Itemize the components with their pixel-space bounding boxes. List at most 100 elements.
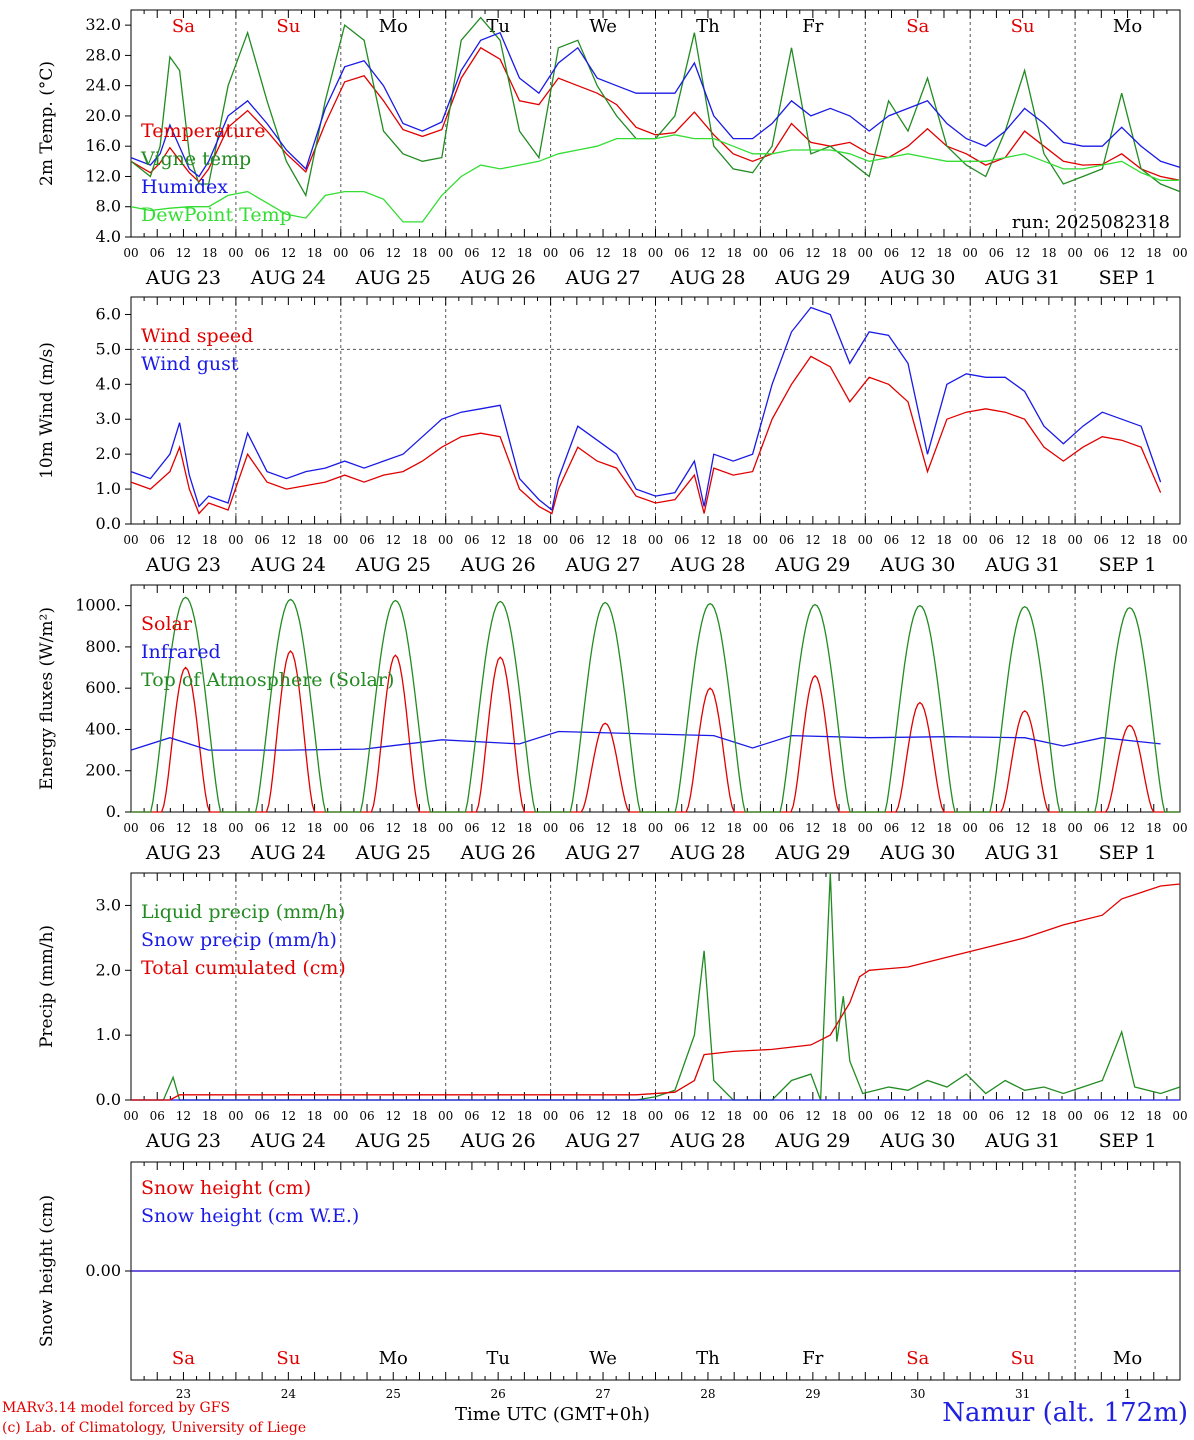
y-tick-label: 600.: [85, 678, 121, 697]
hour-label: 18: [307, 533, 322, 547]
legend-entry: Wind speed: [141, 325, 253, 347]
hour-label: 00: [123, 821, 138, 835]
y-tick-label: 3.0: [96, 895, 121, 914]
y-tick-label: 8.0: [96, 197, 121, 216]
hour-label: 18: [202, 533, 217, 547]
hour-label: 18: [1041, 821, 1056, 835]
model-credit-line2: (c) Lab. of Climatology, University of L…: [2, 1420, 307, 1436]
hour-label: 06: [464, 1109, 479, 1123]
hour-label: 18: [412, 821, 427, 835]
hour-label: 00: [543, 533, 558, 547]
hour-label: 18: [936, 533, 951, 547]
y-tick-label: 800.: [85, 637, 121, 656]
hour-label: 06: [464, 533, 479, 547]
hour-label: 00: [753, 1109, 768, 1123]
weekday-label: Su: [276, 1348, 300, 1369]
hour-label: 12: [281, 1109, 296, 1123]
hour-label: 00: [123, 1109, 138, 1123]
hour-label: 00: [648, 533, 663, 547]
legend-entry: Snow precip (mm/h): [141, 929, 337, 951]
hour-label: 00: [543, 1109, 558, 1123]
y-tick-label: 4.0: [96, 374, 121, 393]
hour-label: 12: [595, 533, 610, 547]
hour-label: 06: [674, 533, 689, 547]
date-label: AUG 24: [250, 842, 326, 864]
weekday-label: Su: [1011, 1348, 1035, 1369]
hour-label: 00: [438, 246, 453, 260]
series-line: [130, 31, 1181, 178]
weekday-label: We: [589, 1348, 617, 1369]
hour-label: 06: [254, 821, 269, 835]
hour-label: 12: [1015, 246, 1030, 260]
weekday-label: Sa: [906, 1348, 929, 1369]
weekday-label: Fr: [802, 1348, 823, 1369]
hour-label: 00: [123, 246, 138, 260]
hour-label: 06: [1094, 246, 1109, 260]
hour-label: 00: [333, 1109, 348, 1123]
hour-label: 06: [884, 1109, 899, 1123]
hour-label: 00: [1172, 533, 1187, 547]
date-label: AUG 28: [669, 1130, 745, 1152]
hour-label: 12: [281, 533, 296, 547]
series-line: [130, 46, 1181, 183]
day-number: 30: [910, 1387, 925, 1401]
hour-label: 00: [963, 246, 978, 260]
y-tick-label: 4.0: [96, 227, 121, 246]
hour-label: 12: [176, 1109, 191, 1123]
hour-label: 12: [386, 246, 401, 260]
hour-label: 00: [1172, 1109, 1187, 1123]
legend-entry: Infrared: [141, 641, 221, 663]
hour-label: 12: [595, 821, 610, 835]
hour-label: 18: [831, 821, 846, 835]
hour-label: 12: [595, 1109, 610, 1123]
weekday-label: Su: [276, 16, 300, 37]
date-label: AUG 28: [669, 554, 745, 576]
date-label: AUG 29: [774, 1130, 850, 1152]
hour-label: 06: [569, 1109, 584, 1123]
hour-label: 06: [989, 821, 1004, 835]
weekday-label: Mo: [1113, 1348, 1142, 1369]
date-label: AUG 31: [984, 267, 1060, 289]
date-label: AUG 31: [984, 1130, 1060, 1152]
hour-label: 06: [569, 246, 584, 260]
hour-label: 18: [1041, 246, 1056, 260]
hour-label: 00: [228, 533, 243, 547]
legend-entry: Total cumulated (cm): [141, 957, 346, 979]
hour-label: 06: [359, 246, 374, 260]
y-tick-label: 12.0: [85, 166, 121, 185]
model-credit-line1: MARv3.14 model forced by GFS: [2, 1400, 231, 1416]
hour-label: 00: [438, 533, 453, 547]
hour-label: 12: [281, 246, 296, 260]
hour-label: 18: [1146, 246, 1161, 260]
hour-label: 18: [622, 1109, 637, 1123]
date-label: SEP 1: [1099, 842, 1157, 864]
hour-label: 06: [989, 533, 1004, 547]
date-label: AUG 31: [984, 554, 1060, 576]
hour-label: 06: [359, 821, 374, 835]
hour-label: 06: [779, 533, 794, 547]
hour-label: 18: [727, 533, 742, 547]
y-axis-title: Snow height (cm): [37, 1195, 57, 1347]
date-label: AUG 29: [774, 554, 850, 576]
day-number: 26: [491, 1387, 506, 1401]
hour-label: 18: [307, 821, 322, 835]
series-line: [130, 306, 1162, 512]
hour-label: 00: [228, 246, 243, 260]
hour-label: 18: [936, 821, 951, 835]
legend-entry: DewPoint Temp: [141, 204, 292, 226]
hour-label: 00: [333, 246, 348, 260]
date-label: AUG 30: [879, 842, 955, 864]
date-label: SEP 1: [1099, 554, 1157, 576]
hour-label: 00: [1172, 821, 1187, 835]
day-number: 29: [805, 1387, 820, 1401]
y-tick-label: 0.00: [85, 1261, 121, 1280]
y-tick-label: 2.0: [96, 960, 121, 979]
hour-label: 18: [831, 1109, 846, 1123]
hour-label: 12: [910, 246, 925, 260]
hour-label: 06: [464, 821, 479, 835]
hour-label: 00: [963, 1109, 978, 1123]
hour-label: 18: [202, 1109, 217, 1123]
hour-label: 00: [123, 533, 138, 547]
hour-label: 06: [359, 1109, 374, 1123]
legend-entry: Wind gust: [141, 353, 239, 375]
